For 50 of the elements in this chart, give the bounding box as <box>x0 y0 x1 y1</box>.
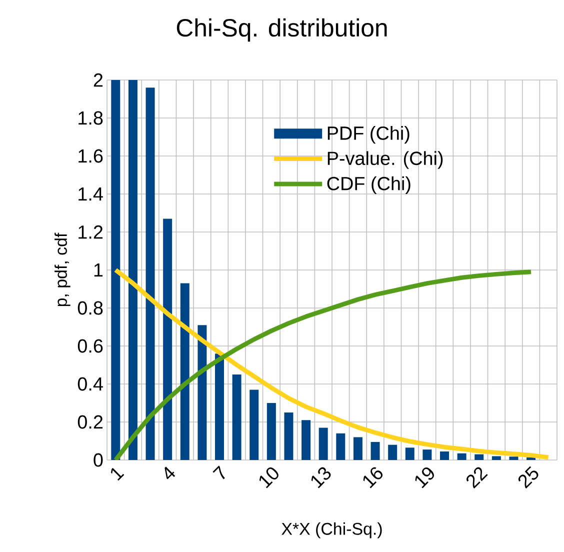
bar <box>318 428 328 460</box>
y-tick-label: 1 <box>94 263 103 277</box>
bar <box>336 433 346 460</box>
x-tick-label: 13 <box>311 467 331 488</box>
bar <box>302 420 311 460</box>
bar <box>284 412 294 460</box>
x-tick-label: 7 <box>212 466 225 480</box>
y-axis-title: p, pdf, cdf <box>54 232 70 306</box>
x-tick-label: 16 <box>363 467 382 488</box>
bar <box>232 374 242 460</box>
y-tick-label: 0.8 <box>78 301 103 315</box>
y-tick-label: 1.8 <box>78 111 103 125</box>
legend-label: P-value. (Chi) <box>328 151 443 169</box>
bar <box>388 444 398 460</box>
x-tick-label: 19 <box>415 467 434 488</box>
bar <box>440 451 450 460</box>
y-tick-label: 0.2 <box>78 415 103 429</box>
bar <box>128 80 138 460</box>
y-tick-label: 1.2 <box>78 225 103 239</box>
x-tick-label: 25 <box>518 466 538 489</box>
bar <box>509 456 518 460</box>
bar <box>180 283 190 460</box>
y-tick-label: 0.6 <box>78 339 103 353</box>
y-tick-label: 0.4 <box>78 377 103 391</box>
y-tick-label: 1.6 <box>78 149 103 163</box>
bar <box>111 80 120 460</box>
x-axis-title: X*X (Chi-Sq.) <box>282 522 382 538</box>
y-tick-label: 0 <box>94 453 103 467</box>
x-tick-label: 1 <box>110 468 124 481</box>
y-tick-label: 1.4 <box>78 187 103 201</box>
x-tick-label: 22 <box>466 467 488 489</box>
bar <box>422 450 432 460</box>
bar <box>370 442 380 460</box>
legend-label: PDF (Chi) <box>328 126 410 144</box>
bar <box>163 218 172 460</box>
x-tick-label: 4 <box>164 466 176 480</box>
bar <box>405 448 414 460</box>
bar <box>457 453 466 460</box>
legend-label: CDF (Chi) <box>327 176 410 194</box>
bar <box>215 354 224 460</box>
y-tick-label: 2 <box>94 73 103 87</box>
bar <box>146 88 155 460</box>
x-tick-label: 10 <box>259 467 278 488</box>
bar <box>198 325 207 460</box>
bar <box>266 403 276 460</box>
bar <box>474 454 484 460</box>
bar <box>492 456 501 460</box>
bar <box>250 390 259 460</box>
bar <box>353 437 362 460</box>
chart-title: Chi-Sq. distribution <box>176 18 387 42</box>
